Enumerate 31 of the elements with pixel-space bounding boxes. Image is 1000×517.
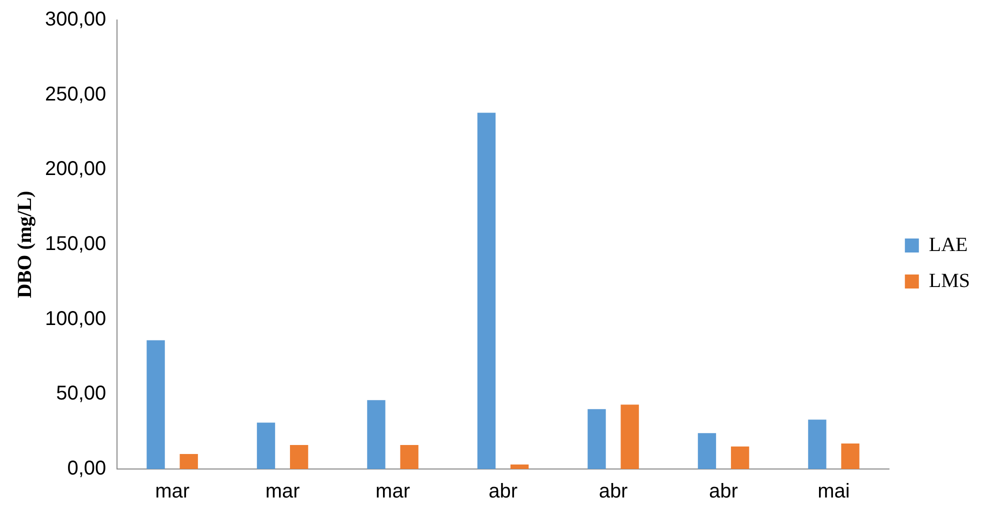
y-tick-label: 200,00 (45, 158, 106, 180)
x-tick-label: mar (376, 480, 410, 503)
bar (290, 445, 308, 469)
legend-label: LAE (928, 234, 968, 256)
bar (400, 445, 418, 469)
bar (510, 464, 529, 469)
y-tick-label: 150,00 (45, 233, 106, 256)
x-tick-label: mar (155, 480, 190, 503)
x-tick-label: mar (265, 480, 300, 503)
bar (698, 433, 716, 469)
bar (588, 409, 606, 469)
bar (808, 420, 826, 469)
bar (477, 112, 496, 469)
y-axis-title: DBO (mg/L) (14, 190, 36, 298)
bar (256, 422, 276, 469)
x-tick-label: abr (598, 480, 628, 503)
y-tick-label: 100,00 (45, 308, 106, 330)
bar (620, 404, 639, 469)
x-tick-label: abr (488, 480, 518, 503)
y-tick-label: 50,00 (56, 382, 106, 405)
bar (367, 400, 386, 469)
legend-label: LMS (928, 270, 970, 292)
x-tick-label: abr (709, 480, 738, 503)
y-tick-label: 250,00 (45, 83, 106, 106)
y-tick-label: 300,00 (45, 8, 106, 31)
x-tick-label: mai (818, 480, 850, 503)
bar (180, 454, 198, 469)
bar (730, 446, 750, 469)
y-tick-label: 0,00 (67, 458, 106, 480)
bar (146, 340, 165, 469)
bar (841, 444, 860, 469)
